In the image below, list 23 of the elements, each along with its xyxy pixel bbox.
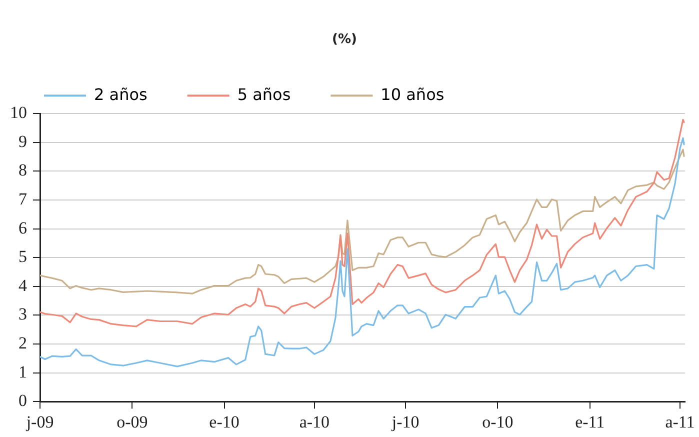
x-tick-label: a-10	[299, 412, 330, 432]
y-tick-label: 8	[18, 160, 27, 180]
y-tick-label: 6	[18, 218, 27, 238]
x-tick-label: e-10	[209, 412, 240, 432]
y-tick-label: 1	[18, 362, 27, 382]
x-tick-label: j-10	[390, 412, 420, 432]
x-tick-label: a-11	[665, 412, 695, 432]
y-tick-label: 4	[18, 276, 28, 295]
y-tick-label: 10	[10, 103, 27, 122]
legend-label: 10 años	[380, 84, 444, 104]
y-tick-label: 7	[18, 189, 28, 208]
x-tick-label: o-09	[116, 412, 148, 432]
x-tick-label: o-10	[482, 412, 514, 432]
x-tick-label: e-11	[575, 412, 605, 432]
legend-label: 2 años	[94, 84, 148, 104]
chart-subtitle: (%)	[332, 32, 357, 48]
y-tick-label: 9	[18, 132, 27, 151]
y-tick-label: 2	[18, 333, 27, 352]
legend-label: 5 años	[237, 84, 291, 104]
y-tick-label: 0	[18, 391, 27, 410]
y-tick-label: 3	[18, 304, 27, 324]
y-tick-label: 5	[18, 247, 27, 266]
x-tick-label: j-09	[25, 412, 54, 432]
